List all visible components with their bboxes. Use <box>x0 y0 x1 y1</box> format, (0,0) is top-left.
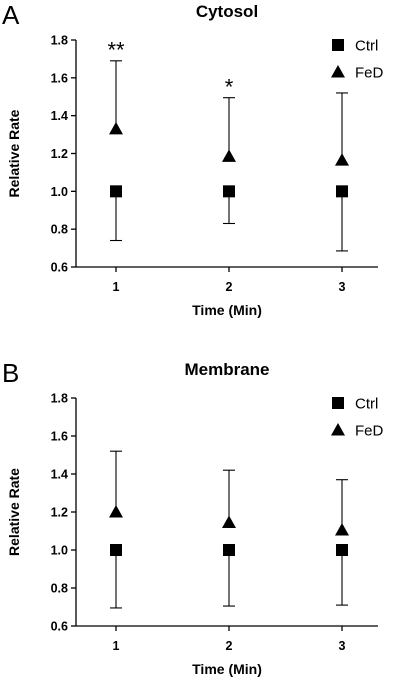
panel-a: A Cytosol 0.6 0.8 1.0 1.2 1.4 1.6 1.8 1 2 3 Time (Mi… <box>2 0 384 318</box>
y-tick-label: 1.2 <box>51 147 68 161</box>
significance-label: * <box>225 74 234 99</box>
y-tick-label: 0.8 <box>51 223 68 237</box>
legend-label: Ctrl <box>355 38 378 55</box>
y-tick-label: 1.8 <box>51 392 68 406</box>
y-tick-label: 1.6 <box>51 430 68 444</box>
x-tick-label: 3 <box>339 280 346 294</box>
y-tick-label: 1.0 <box>51 544 68 558</box>
y-tick-label: 0.6 <box>51 620 68 634</box>
y-axis-label: Relative Rate <box>6 109 22 197</box>
x-tick-label: 2 <box>226 280 233 294</box>
x-tick-label: 1 <box>113 639 120 653</box>
ctrl-point <box>223 185 235 198</box>
ctrl-point <box>336 544 348 556</box>
y-axis-label: Relative Rate <box>6 468 22 556</box>
ctrl-point <box>110 185 122 198</box>
legend-marker-ctrl <box>332 39 344 51</box>
ctrl-point <box>336 185 348 198</box>
y-tick-label: 1.4 <box>51 468 68 482</box>
fed-point <box>335 523 349 536</box>
x-axis-label: Time (Min) <box>192 302 262 318</box>
legend-label: FeD <box>355 65 384 82</box>
panel-b: B Membrane 0.6 0.8 1.0 1.2 1.4 1.6 1.8 1 2 3 Time (M… <box>2 358 384 677</box>
fed-point <box>335 153 349 166</box>
x-tick-label: 2 <box>226 639 233 653</box>
fed-point <box>222 515 236 528</box>
y-tick-label: 1.6 <box>51 71 68 85</box>
y-tick-label: 1.2 <box>51 506 68 520</box>
y-tick-label: 0.6 <box>51 261 68 275</box>
legend-label: FeD <box>355 423 384 440</box>
chart-title: Membrane <box>184 360 269 379</box>
ctrl-point <box>110 544 122 556</box>
panel-letter: A <box>2 0 20 30</box>
x-axis-label: Time (Min) <box>192 661 262 677</box>
x-tick-label: 3 <box>339 639 346 653</box>
x-tick-label: 1 <box>113 280 120 294</box>
legend-marker-fed <box>331 423 345 436</box>
y-tick-label: 1.0 <box>51 185 68 199</box>
legend-marker-ctrl <box>332 397 344 409</box>
fed-point <box>109 505 123 518</box>
legend-marker-fed <box>331 65 345 78</box>
y-tick-label: 0.8 <box>51 582 68 596</box>
panel-letter: B <box>2 358 19 388</box>
y-tick-label: 1.8 <box>51 34 68 48</box>
fed-point <box>222 149 236 162</box>
chart-title: Cytosol <box>196 2 258 21</box>
legend-label: Ctrl <box>355 396 378 413</box>
fed-point <box>109 121 123 135</box>
y-tick-label: 1.4 <box>51 109 68 123</box>
significance-label: ** <box>107 37 125 62</box>
ctrl-point <box>223 544 235 556</box>
